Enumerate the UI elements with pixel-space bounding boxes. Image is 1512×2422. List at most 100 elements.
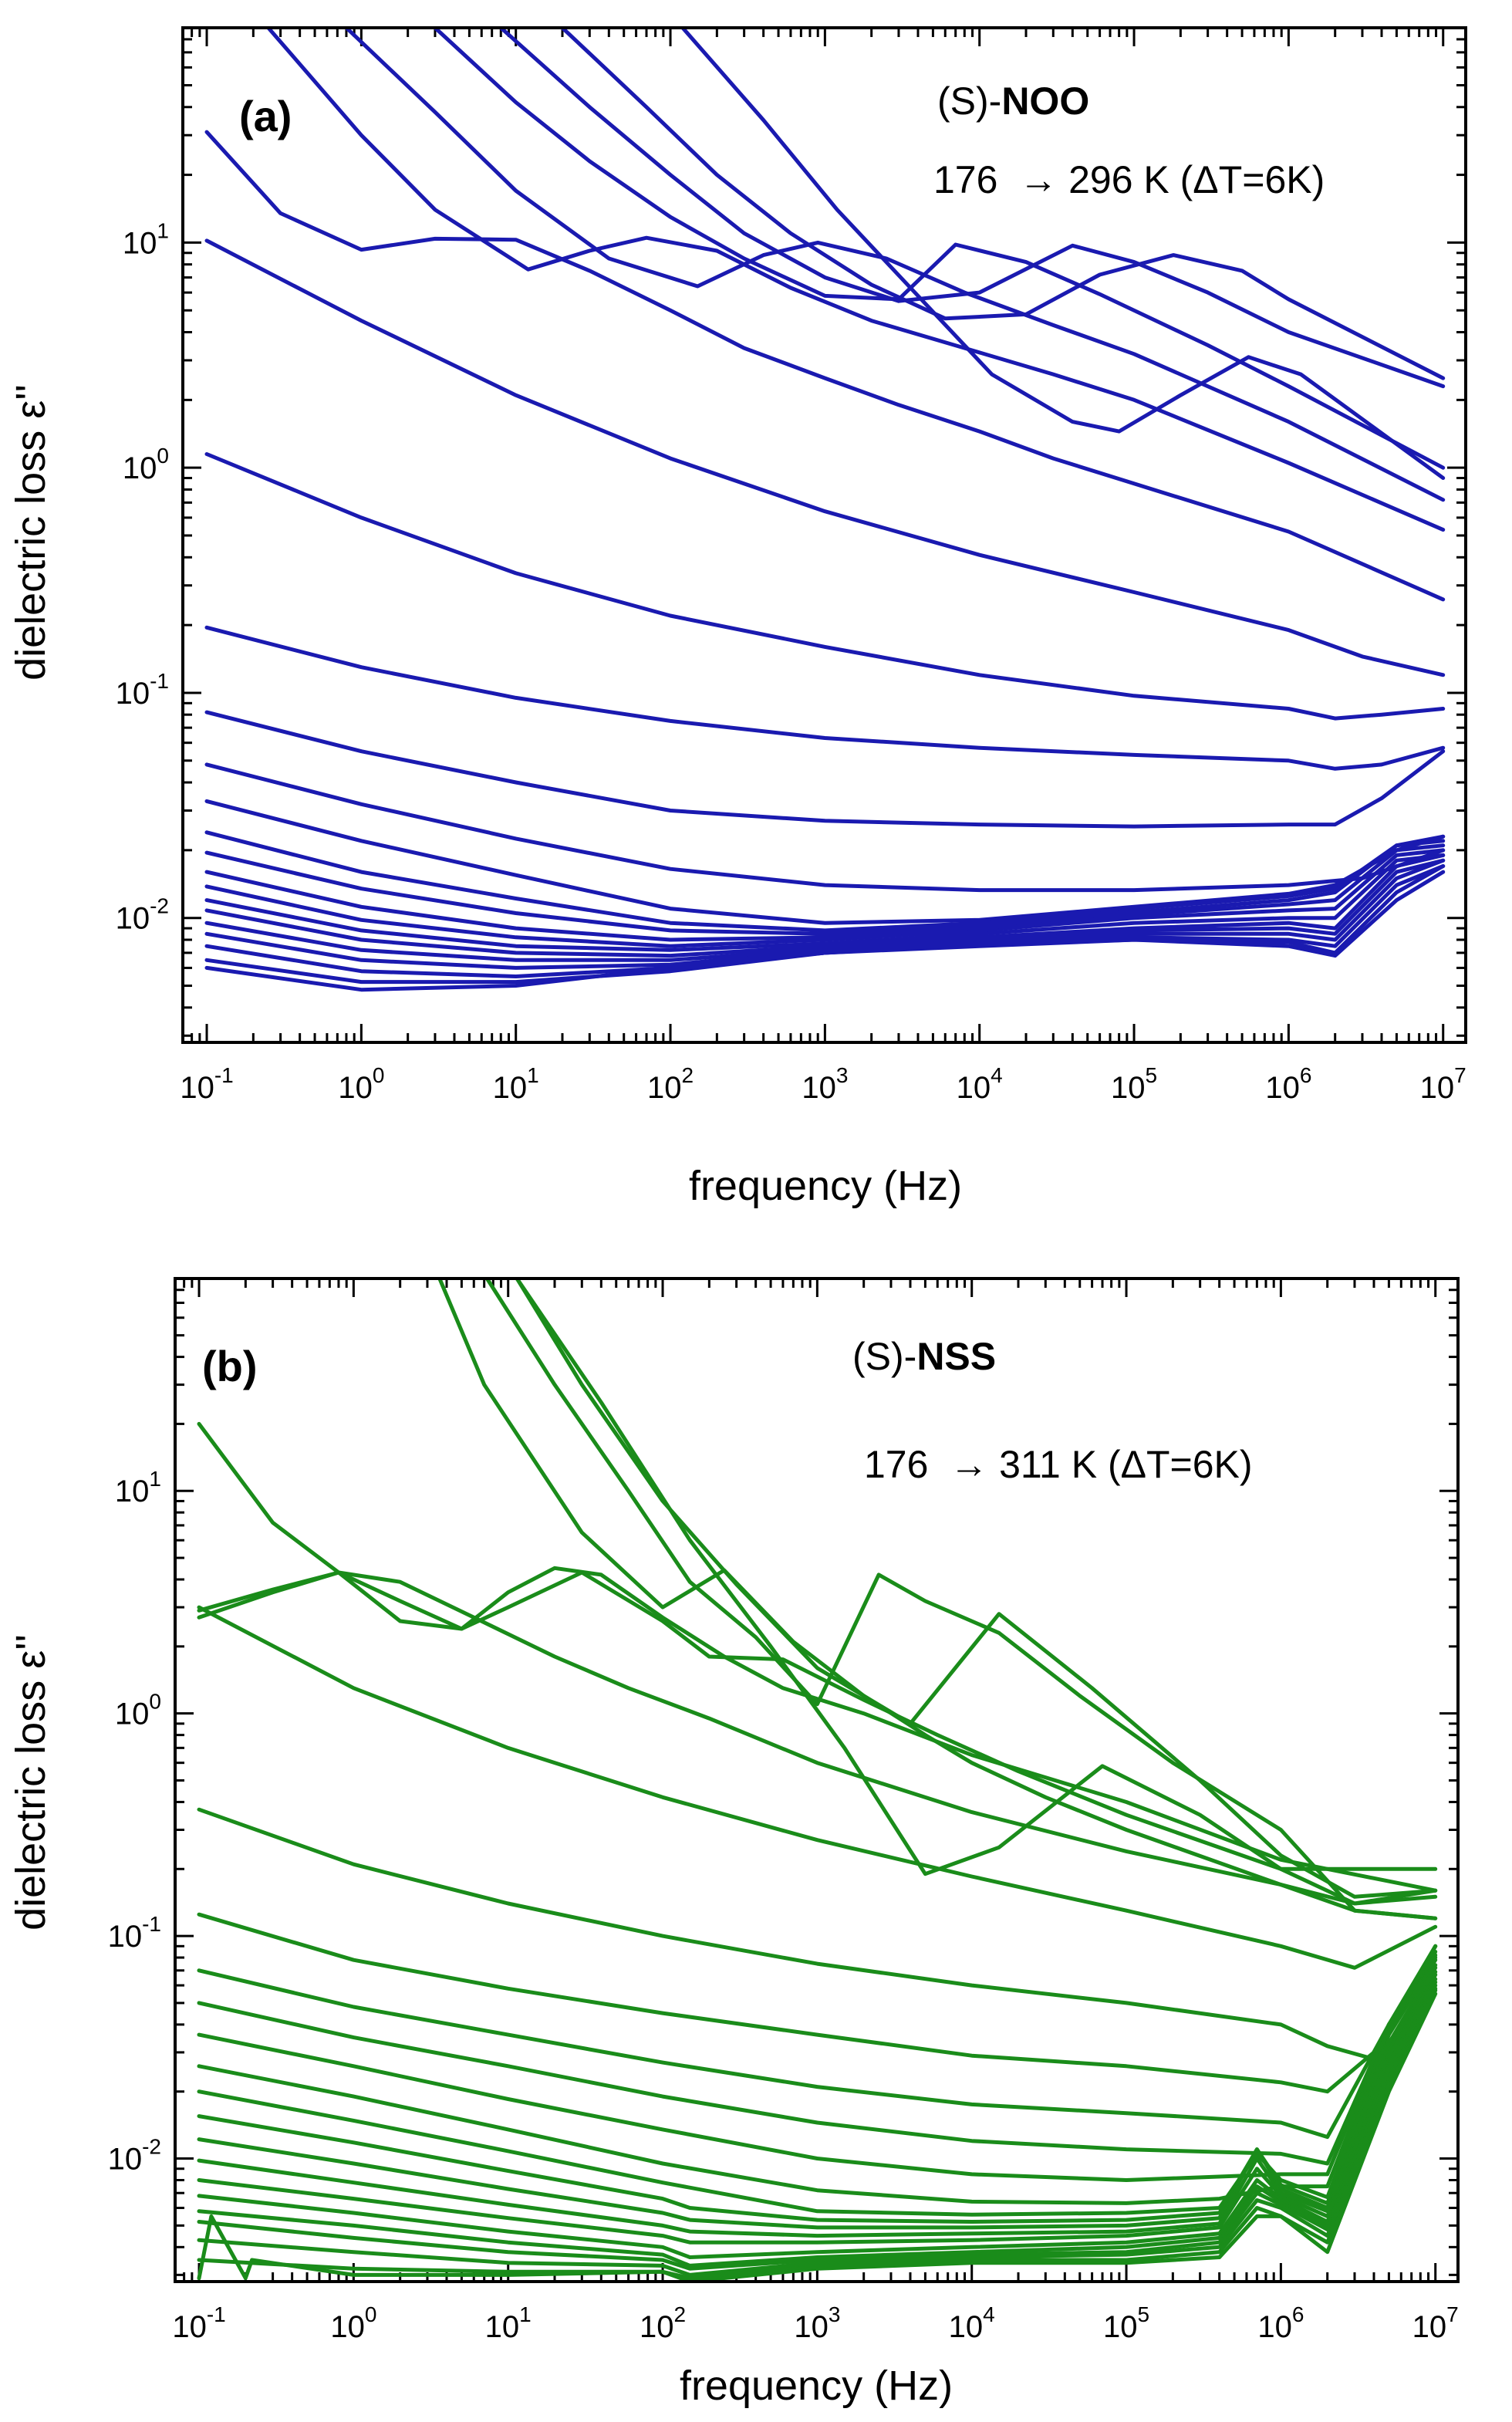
panel-b-series-line-17 xyxy=(197,1807,1438,2062)
panel-b-label: (b) xyxy=(202,1342,258,1390)
x-tick-label-exponent: 6 xyxy=(1300,1063,1312,1087)
panel-a-series-line-18 xyxy=(204,130,1446,602)
x-tick-label-base: 10 xyxy=(802,1071,836,1105)
x-tick-label: 104 xyxy=(949,2302,995,2344)
x-tick-label: 107 xyxy=(1420,1063,1466,1105)
y-tick-label-exponent: -1 xyxy=(150,669,169,693)
panel-b-y-axis-title: dielectric loss ε'' xyxy=(8,1634,54,1931)
x-tick-label-base: 10 xyxy=(180,1071,214,1105)
panel-b-plot-frame xyxy=(174,1277,1460,2283)
panel-b-compound-name: NSS xyxy=(916,1335,996,1378)
panel-a-y-axis-title: dielectric loss ε'' xyxy=(8,384,54,681)
x-tick-label-base: 10 xyxy=(493,1071,528,1105)
panel-a-compound-label: (S)-NOO xyxy=(937,79,1089,123)
panel-a-series-line-5 xyxy=(204,858,1446,962)
x-tick-label-base: 10 xyxy=(640,2310,674,2344)
x-tick-label: 101 xyxy=(493,1063,539,1105)
y-tick-label-exponent: 1 xyxy=(157,218,169,242)
panel-b-series-line-21 xyxy=(197,1570,1438,1871)
x-tick-label-exponent: 3 xyxy=(836,1063,849,1087)
x-tick-label-exponent: 3 xyxy=(829,2302,841,2326)
panel-b-series-line-20 xyxy=(197,1566,1438,1893)
panel-a-series-line-10 xyxy=(204,839,1446,936)
y-tick-label-exponent: -1 xyxy=(142,1912,161,1936)
panel-a: 10-1 100 101 102 103 104 105 106 107 10-210-1100… xyxy=(8,26,1467,1209)
panel-b-series-line-7 xyxy=(197,1972,1438,2245)
x-tick-label-exponent: -1 xyxy=(207,2302,226,2326)
panel-a-series-line-20 xyxy=(344,28,1446,502)
x-tick-label-exponent: 1 xyxy=(527,1063,539,1087)
x-tick-label-exponent: 5 xyxy=(1146,1063,1158,1087)
panel-a-series-line-16 xyxy=(204,452,1446,721)
panel-a-x-axis-title: frequency (Hz) xyxy=(689,1163,962,1209)
panel-b-series-line-6 xyxy=(197,1977,1438,2259)
x-tick-label: 100 xyxy=(330,2302,376,2344)
panel-a-series-line-6 xyxy=(204,853,1446,958)
panel-a-series-line-19 xyxy=(266,28,1446,532)
x-tick-label: 10-1 xyxy=(180,1063,233,1105)
y-tick-label-base: 10 xyxy=(108,1920,143,1954)
y-tick-label-exponent: 1 xyxy=(149,1467,161,1491)
y-tick-label: 101 xyxy=(115,1467,161,1508)
y-tick-label-base: 10 xyxy=(115,1697,150,1731)
panel-a-series-line-12 xyxy=(204,799,1446,925)
x-tick-label-exponent: 6 xyxy=(1292,2302,1304,2326)
x-tick-label-exponent: 7 xyxy=(1446,2302,1459,2326)
panel-a-series-line-24 xyxy=(680,28,1446,480)
panel-b-series-line-15 xyxy=(197,1944,1438,2140)
x-tick-label: 106 xyxy=(1265,1063,1311,1105)
x-tick-label: 101 xyxy=(485,2302,532,2344)
x-tick-label-base: 10 xyxy=(957,1071,991,1105)
x-tick-label: 107 xyxy=(1412,2302,1459,2344)
panel-b-x-tick-labels: 10-1 100 101 102 103 104 105 106 107 xyxy=(172,2302,1458,2344)
panel-a-series-line-9 xyxy=(204,843,1446,942)
x-tick-label-base: 10 xyxy=(1412,2310,1447,2344)
panel-b: 10-1 100 101 102 103 104 105 106 107 10-210-1100… xyxy=(8,1277,1460,2409)
x-tick-label-base: 10 xyxy=(647,1071,682,1105)
x-tick-label-base: 10 xyxy=(949,2310,984,2344)
x-tick-label: 104 xyxy=(957,1063,1003,1105)
y-tick-label-base: 10 xyxy=(123,226,157,260)
y-tick-label: 10-1 xyxy=(108,1912,161,1954)
panel-a-label: (a) xyxy=(239,92,292,140)
x-tick-label-exponent: 4 xyxy=(991,1063,1003,1087)
y-tick-label: 100 xyxy=(123,444,169,485)
panel-a-plot-frame xyxy=(181,26,1467,1044)
x-tick-label-base: 10 xyxy=(1103,2310,1138,2344)
panel-b-series-line-3 xyxy=(197,1986,1438,2277)
x-tick-label-exponent: 5 xyxy=(1138,2302,1150,2326)
panel-b-series-line-19 xyxy=(197,1421,1438,1906)
x-tick-label-exponent: 1 xyxy=(519,2302,532,2326)
panel-a-series-line-23 xyxy=(560,28,1446,380)
x-tick-label-base: 10 xyxy=(1420,1071,1455,1105)
x-tick-label: 10-1 xyxy=(172,2302,225,2344)
x-tick-label: 103 xyxy=(794,2302,840,2344)
x-tick-label-exponent: 2 xyxy=(674,2302,687,2326)
x-tick-label-exponent: 0 xyxy=(373,1063,385,1087)
panel-b-series-line-16 xyxy=(197,1912,1438,2094)
x-tick-label-base: 10 xyxy=(794,2310,829,2344)
panel-b-series-line-1 xyxy=(197,1991,1438,2282)
panel-b-series-line-23 xyxy=(484,1279,1438,1920)
y-tick-label-exponent: 0 xyxy=(149,1690,161,1714)
x-tick-label: 106 xyxy=(1257,2302,1304,2344)
x-tick-label-exponent: 0 xyxy=(365,2302,377,2326)
panel-b-series-line-14 xyxy=(197,1950,1438,2166)
y-tick-label-base: 10 xyxy=(115,1474,150,1508)
x-tick-label-exponent: 4 xyxy=(983,2302,995,2326)
x-tick-label: 103 xyxy=(802,1063,848,1105)
panel-a-series-line-14 xyxy=(204,710,1446,829)
y-tick-label-exponent: -2 xyxy=(150,894,169,918)
panel-b-series-line-10 xyxy=(197,1963,1438,2224)
panel-b-temperature-annotation: 176 → 311 K (ΔT=6K) xyxy=(864,1443,1253,1486)
x-tick-label: 102 xyxy=(640,2302,686,2344)
x-tick-label: 105 xyxy=(1103,2302,1149,2344)
x-tick-label-base: 10 xyxy=(1265,1071,1300,1105)
x-tick-label-base: 10 xyxy=(172,2310,207,2344)
y-tick-label-base: 10 xyxy=(116,677,150,711)
panel-b-series-line-12 xyxy=(197,1955,1438,2205)
x-tick-label-base: 10 xyxy=(1111,1071,1146,1105)
y-tick-label-base: 10 xyxy=(123,451,157,485)
